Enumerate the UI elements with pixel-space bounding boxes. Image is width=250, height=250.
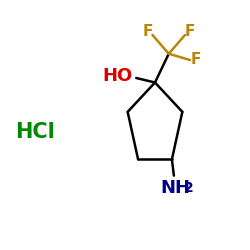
Text: NH: NH: [160, 179, 190, 197]
Text: F: F: [143, 24, 153, 40]
Text: HO: HO: [102, 67, 132, 85]
Text: F: F: [190, 52, 201, 68]
Text: 2: 2: [184, 181, 194, 195]
Text: F: F: [184, 24, 195, 40]
Text: HCl: HCl: [15, 122, 55, 142]
